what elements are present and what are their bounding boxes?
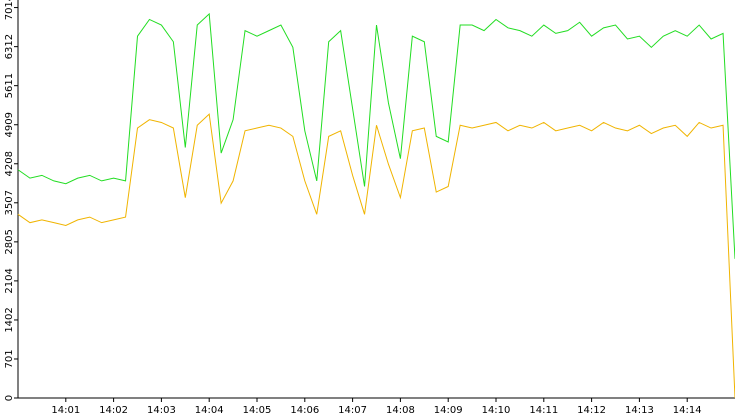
y-tick-label: 0 <box>4 395 15 401</box>
y-tick-label: 1402 <box>4 307 15 332</box>
x-tick-label: 14:02 <box>99 405 128 415</box>
x-tick-label: 14:08 <box>386 405 415 415</box>
y-tick-label: 6312 <box>4 34 15 59</box>
y-tick-label: 2104 <box>4 268 15 293</box>
y-tick-label: 7014 <box>4 0 15 20</box>
x-tick-label: 14:11 <box>529 405 558 415</box>
x-tick-label: 14:10 <box>482 405 511 415</box>
x-tick-label: 14:13 <box>625 405 654 415</box>
y-tick-label: 701 <box>4 349 15 368</box>
series-line <box>17 12 735 259</box>
x-tick-label: 14:14 <box>673 405 702 415</box>
x-tick-label: 14:04 <box>195 405 224 415</box>
x-tick-label: 14:09 <box>434 405 463 415</box>
x-tick-label: 14:12 <box>577 405 606 415</box>
y-tick-label: 3507 <box>4 190 15 215</box>
x-tick-label: 14:05 <box>243 405 272 415</box>
series-line <box>17 113 735 399</box>
x-tick-label: 14:06 <box>290 405 319 415</box>
y-tick-label: 2805 <box>4 229 15 254</box>
x-tick-label: 14:03 <box>147 405 176 415</box>
x-tick-label: 14:01 <box>51 405 80 415</box>
y-tick-label: 5611 <box>4 73 15 98</box>
x-tick-label: 14:07 <box>338 405 367 415</box>
y-tick-label: 4909 <box>4 112 15 137</box>
y-tick-label: 4208 <box>4 151 15 176</box>
